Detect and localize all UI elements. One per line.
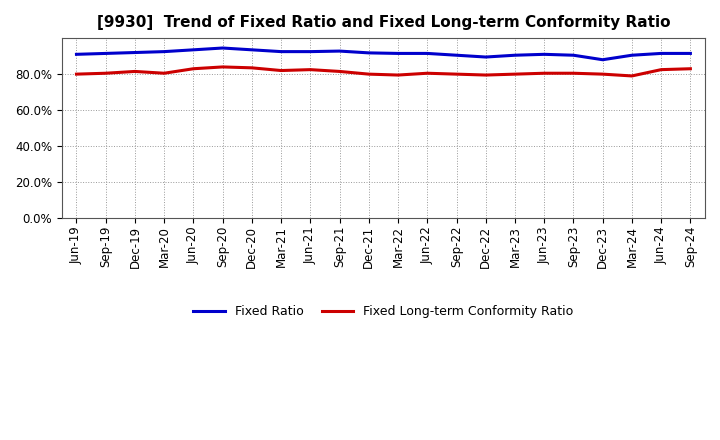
Fixed Ratio	[160, 49, 168, 54]
Fixed Long-term Conformity Ratio	[160, 70, 168, 76]
Fixed Ratio	[130, 50, 139, 55]
Fixed Long-term Conformity Ratio	[276, 68, 285, 73]
Fixed Long-term Conformity Ratio	[248, 65, 256, 70]
Fixed Long-term Conformity Ratio	[657, 67, 665, 72]
Fixed Ratio	[218, 45, 227, 51]
Fixed Ratio	[510, 53, 519, 58]
Fixed Ratio	[336, 48, 344, 54]
Fixed Long-term Conformity Ratio	[336, 69, 344, 74]
Fixed Long-term Conformity Ratio	[452, 71, 461, 77]
Fixed Ratio	[686, 51, 695, 56]
Fixed Ratio	[482, 55, 490, 60]
Fixed Ratio	[276, 49, 285, 54]
Fixed Long-term Conformity Ratio	[364, 71, 373, 77]
Fixed Ratio	[72, 51, 81, 57]
Fixed Long-term Conformity Ratio	[569, 70, 577, 76]
Fixed Ratio	[628, 53, 636, 58]
Fixed Ratio	[423, 51, 431, 56]
Fixed Ratio	[394, 51, 402, 56]
Fixed Long-term Conformity Ratio	[423, 70, 431, 76]
Fixed Long-term Conformity Ratio	[72, 71, 81, 77]
Fixed Long-term Conformity Ratio	[218, 64, 227, 70]
Fixed Long-term Conformity Ratio	[306, 67, 315, 72]
Fixed Ratio	[598, 57, 607, 62]
Fixed Ratio	[102, 51, 110, 56]
Fixed Long-term Conformity Ratio	[189, 66, 198, 71]
Fixed Ratio	[657, 51, 665, 56]
Fixed Long-term Conformity Ratio	[102, 70, 110, 76]
Fixed Long-term Conformity Ratio	[130, 69, 139, 74]
Fixed Ratio	[452, 53, 461, 58]
Fixed Ratio	[569, 53, 577, 58]
Fixed Long-term Conformity Ratio	[510, 71, 519, 77]
Fixed Long-term Conformity Ratio	[598, 71, 607, 77]
Fixed Ratio	[306, 49, 315, 54]
Fixed Ratio	[189, 47, 198, 52]
Fixed Long-term Conformity Ratio	[628, 73, 636, 79]
Fixed Long-term Conformity Ratio	[686, 66, 695, 71]
Title: [9930]  Trend of Fixed Ratio and Fixed Long-term Conformity Ratio: [9930] Trend of Fixed Ratio and Fixed Lo…	[96, 15, 670, 30]
Fixed Ratio	[248, 47, 256, 52]
Fixed Long-term Conformity Ratio	[540, 70, 549, 76]
Fixed Ratio	[364, 50, 373, 55]
Fixed Ratio	[540, 51, 549, 57]
Fixed Long-term Conformity Ratio	[482, 73, 490, 78]
Fixed Long-term Conformity Ratio	[394, 73, 402, 78]
Line: Fixed Ratio: Fixed Ratio	[76, 48, 690, 60]
Line: Fixed Long-term Conformity Ratio: Fixed Long-term Conformity Ratio	[76, 67, 690, 76]
Legend: Fixed Ratio, Fixed Long-term Conformity Ratio: Fixed Ratio, Fixed Long-term Conformity …	[189, 300, 579, 323]
